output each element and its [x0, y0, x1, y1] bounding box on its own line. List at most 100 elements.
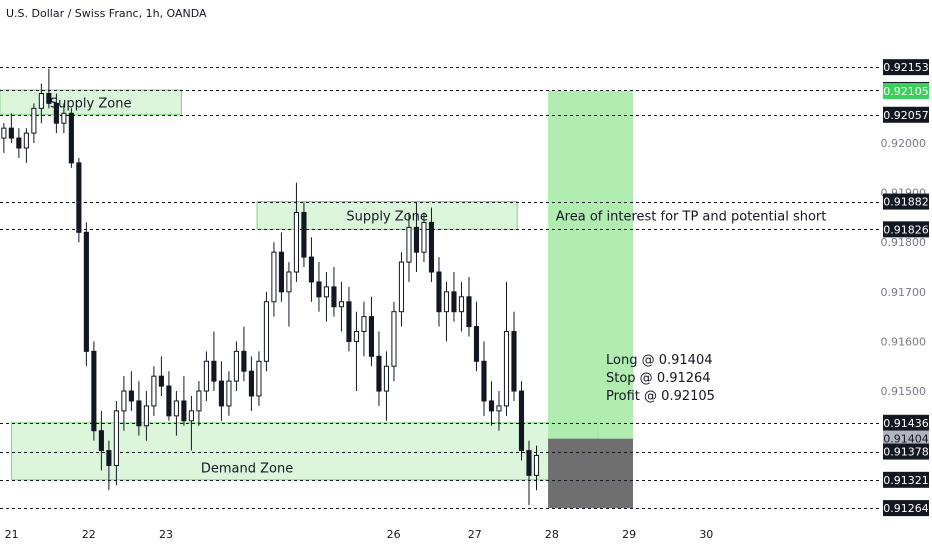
candle-body-11: [76, 162, 82, 233]
annotation-1: Area of interest for TP and potential sh…: [556, 209, 827, 224]
candle-body-69: [511, 331, 517, 392]
candle-body-5: [31, 107, 37, 134]
candle-body-19: [136, 400, 142, 427]
candle-body-50: [368, 316, 375, 357]
candle-body-61: [451, 291, 457, 313]
price-tag-1: 0.92153: [883, 61, 929, 74]
candle-body-35: [256, 360, 262, 397]
price-tag-bg-6: [883, 221, 929, 238]
price-tag-6: 0.91826: [883, 223, 929, 236]
price-tag-bg-1: [883, 59, 929, 76]
candle-body-29: [211, 360, 217, 382]
candle-body-3: [16, 137, 22, 149]
x-tick-10: 30: [699, 528, 713, 541]
x-tick-3: 21: [5, 528, 19, 541]
price-tag-9: 0.91378: [883, 446, 929, 459]
candle-body-25: [181, 400, 187, 422]
candle-body-20: [143, 405, 149, 427]
price-tag-bg-5: [883, 193, 929, 210]
price-tag-8: 0.91404: [883, 433, 929, 446]
trade-info-profit: Profit @ 0.92105: [606, 389, 715, 404]
x-tick-4: 22: [82, 528, 96, 541]
y-tick-3: 0.91800: [881, 236, 927, 249]
candle-body-2: [8, 127, 14, 139]
candle-body-56: [413, 226, 420, 253]
price-tag-bg-7: [883, 414, 929, 431]
price-tag-4: 0.92057: [883, 109, 929, 122]
trade-info-stop: Stop @ 0.91264: [606, 371, 711, 386]
candle-body-7: [46, 92, 52, 104]
candle-body-70: [518, 390, 525, 452]
candle-body-33: [241, 350, 247, 372]
candle-body-15: [106, 450, 112, 466]
y-tick-1: 0.92000: [881, 137, 927, 150]
price-tag-bg-3: [883, 82, 929, 99]
candle-body-68: [503, 331, 510, 407]
candle-body-4: [23, 132, 29, 149]
price-tag-bg-4: [883, 106, 929, 123]
candle-body-24: [173, 400, 179, 417]
candle-body-59: [436, 271, 442, 313]
zone-1: [0, 89, 182, 116]
position-profit-area: [548, 90, 633, 439]
candle-body-65: [481, 360, 487, 402]
candle-body-18: [128, 390, 134, 402]
hlines-layer: [0, 67, 880, 509]
price-tag-11: 0.91264: [883, 502, 929, 515]
candle-body-51: [376, 355, 382, 392]
candle-body-21: [151, 375, 157, 407]
candle-body-66: [488, 400, 495, 412]
candle-body-40: [293, 211, 299, 273]
price-tag-bg-8: [883, 430, 929, 447]
x-tick-6: 26: [387, 528, 401, 541]
candle-body-16: [113, 410, 119, 466]
candle-body-71: [526, 450, 532, 476]
candle-body-31: [226, 380, 232, 407]
candle-body-44: [323, 286, 330, 298]
candle-body-1: [1, 127, 7, 139]
candle-body-47: [346, 301, 352, 342]
candle-body-46: [338, 301, 345, 308]
x-tick-5: 23: [159, 528, 173, 541]
candle-body-6: [38, 92, 44, 109]
candle-body-60: [443, 291, 450, 313]
price-tag-5: 0.91882: [883, 196, 929, 209]
candle-body-34: [248, 370, 254, 397]
candle-body-62: [458, 296, 465, 313]
candle-body-57: [421, 221, 427, 253]
candle-body-38: [278, 251, 284, 293]
candle-body-64: [473, 326, 480, 362]
candle-body-58: [428, 221, 435, 273]
candle-body-32: [233, 350, 239, 382]
candle-body-52: [383, 365, 390, 392]
candle-body-67: [496, 405, 502, 412]
candle-body-49: [361, 316, 367, 333]
candle-body-42: [308, 256, 314, 283]
y-tick-6: 0.91500: [881, 385, 927, 398]
chart-title: U.S. Dollar / Swiss Franc, 1h, OANDA: [6, 7, 207, 20]
price-tag-bg-10: [883, 471, 929, 488]
x-tick-7: 27: [468, 528, 482, 541]
y-tick-5: 0.91600: [881, 335, 927, 348]
candle-body-12: [83, 231, 89, 352]
zone-label-1: Supply Zone: [50, 96, 132, 111]
candle-body-55: [406, 226, 412, 263]
candle-body-13: [91, 350, 97, 432]
candle-body-17: [121, 390, 127, 412]
x-tick-8: 28: [545, 528, 559, 541]
candle-body-72: [533, 455, 540, 476]
candle-body-48: [353, 331, 360, 342]
candle-body-8: [53, 102, 59, 124]
candles-layer: [1, 68, 540, 506]
x-tick-9: 29: [622, 528, 636, 541]
y-tick-4: 0.91700: [881, 286, 927, 299]
price-tag-7: 0.91436: [883, 417, 929, 430]
position-layer: [548, 90, 633, 509]
candle-body-30: [218, 380, 224, 407]
price-tag-3: 0.92105: [883, 85, 929, 98]
zone-label-2: Supply Zone: [346, 209, 428, 224]
candle-body-23: [166, 385, 172, 417]
candle-body-53: [391, 311, 397, 367]
price-tag-bg-11: [883, 500, 929, 517]
